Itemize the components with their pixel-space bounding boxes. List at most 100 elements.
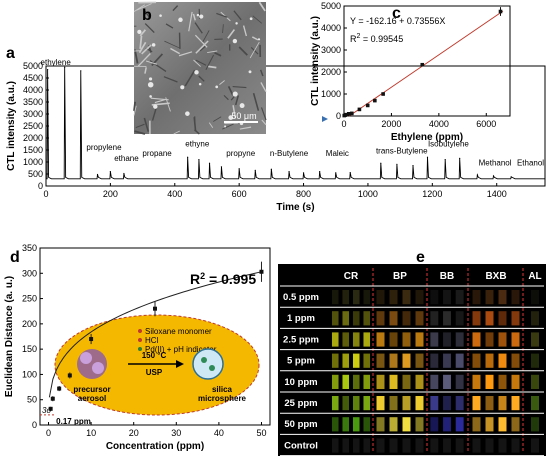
- peak-point: [459, 157, 461, 159]
- sensor-spot: [498, 332, 507, 347]
- panel-label-b: b: [142, 7, 152, 24]
- sensor-spot: [415, 438, 424, 453]
- sensor-spot: [402, 438, 411, 453]
- peak-point: [208, 162, 211, 164]
- x-tick-label: 1400: [487, 189, 507, 199]
- sensor-spot: [376, 353, 385, 368]
- y-tick-label: 3500: [23, 97, 43, 107]
- sensor-spot: [430, 374, 439, 389]
- sensor-spot: [415, 290, 424, 305]
- sensor-spot: [472, 332, 481, 347]
- sensor-spot: [363, 374, 371, 389]
- sem-texture: [207, 50, 218, 54]
- sem-particle: [180, 85, 185, 90]
- peak-annotation: propane: [142, 149, 172, 158]
- panel-b: 50 μm: [133, 1, 267, 135]
- row-label: 1 ppm: [287, 313, 315, 324]
- sensor-spot: [443, 353, 451, 368]
- plot-frame: [45, 65, 546, 187]
- sensor-spot: [402, 353, 411, 368]
- sem-texture: [259, 69, 264, 77]
- y-tick-label: 0: [32, 420, 37, 430]
- sensor-spot: [331, 374, 339, 389]
- x-tick-label: 1200: [422, 189, 442, 199]
- sem-particle: [257, 38, 261, 41]
- sem-texture: [163, 76, 178, 83]
- sem-particle: [199, 14, 204, 19]
- x-tick-label: 800: [296, 189, 311, 199]
- sensor-spot: [531, 396, 539, 411]
- sem-texture: [252, 92, 260, 111]
- sensor-spot: [498, 311, 507, 326]
- peak-point: [510, 176, 512, 178]
- inset-legend-item: HCl: [145, 336, 159, 345]
- data-point: [50, 396, 55, 401]
- peak-point: [412, 165, 414, 167]
- plot-frame: [39, 247, 271, 426]
- sensor-spot: [443, 438, 451, 453]
- sensor-spot: [455, 290, 464, 305]
- sensor-spot: [430, 290, 439, 305]
- sensor-spot: [443, 332, 451, 347]
- inset-right-label-2: microsphere: [198, 394, 247, 403]
- sensor-spot: [342, 332, 350, 347]
- peak-point: [426, 156, 429, 158]
- sensor-spot: [472, 374, 481, 389]
- sensor-spot: [363, 332, 371, 347]
- y-tick-label: 0: [38, 181, 43, 191]
- y-tick-label: 200: [22, 319, 37, 329]
- x-tick-label: 50: [256, 428, 266, 438]
- peak-point: [187, 156, 189, 158]
- sem-texture: [194, 22, 203, 34]
- sensor-spot: [455, 311, 464, 326]
- sem-particle: [159, 14, 162, 17]
- sensor-spot: [498, 353, 507, 368]
- sensor-spot: [363, 353, 371, 368]
- sem-texture: [195, 40, 209, 54]
- x-axis-label: Ethylene (ppm): [391, 132, 463, 143]
- sensor-spot: [455, 438, 464, 453]
- y-tick-label: 150: [22, 344, 37, 354]
- peak-annotation: Ethanol: [517, 159, 544, 168]
- sem-texture: [238, 46, 248, 56]
- sensor-spot: [531, 417, 539, 432]
- sem-texture: [165, 23, 174, 29]
- sensor-spot: [498, 290, 507, 305]
- sem-texture: [195, 59, 207, 66]
- panel-a: 0500100015002000250030003500400045005000…: [6, 58, 546, 213]
- sensor-spot: [352, 353, 360, 368]
- sensor-spot: [376, 290, 385, 305]
- y-tick-label: 500: [28, 169, 43, 179]
- sem-texture: [164, 40, 181, 49]
- sem-particle: [198, 82, 202, 86]
- peak-point: [380, 162, 382, 164]
- column-header: AL: [528, 271, 541, 282]
- sensor-spot: [498, 417, 507, 432]
- sensor-spot: [455, 332, 464, 347]
- x-tick-label: 2000: [381, 119, 401, 129]
- sensor-spot: [363, 417, 371, 432]
- sem-texture: [232, 85, 247, 89]
- sensor-spot: [511, 290, 520, 305]
- sensor-spot: [363, 396, 371, 411]
- sensor-spot: [352, 332, 360, 347]
- x-tick-label: 10: [86, 428, 96, 438]
- sem-texture: [198, 75, 205, 82]
- sensor-spot: [485, 438, 494, 453]
- plot-frame: [343, 5, 511, 117]
- column-header: CR: [344, 271, 359, 282]
- sensor-spot: [376, 311, 385, 326]
- row-label: 0.5 ppm: [283, 292, 319, 303]
- silica-microsphere: [192, 348, 224, 380]
- inset-bullet: [138, 329, 142, 333]
- sensor-spot: [485, 396, 494, 411]
- inset-bullet: [138, 338, 142, 342]
- aerosol-particle: [92, 362, 104, 374]
- sem-particle: [151, 43, 156, 47]
- sensor-spot: [331, 332, 339, 347]
- x-tick-label: 4000: [429, 119, 449, 129]
- sensor-spot: [389, 396, 398, 411]
- sensor-spot: [363, 311, 371, 326]
- sensor-spot: [531, 332, 539, 347]
- lod-label: 0.17 ppm: [56, 417, 91, 426]
